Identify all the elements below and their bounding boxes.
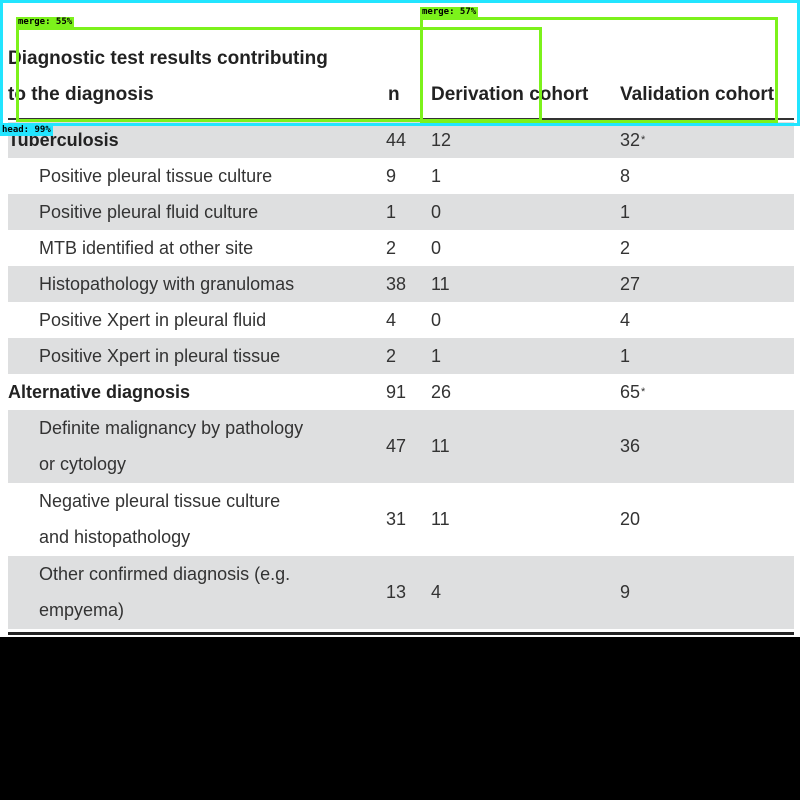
row-n: 44 <box>386 129 407 150</box>
row-label: Other confirmed diagnosis (e.g. empyema) <box>39 564 291 620</box>
row-n: 2 <box>386 237 397 258</box>
row-n: 4 <box>386 309 397 330</box>
table-row: Definite malignancy by pathology or cytol… <box>8 410 794 483</box>
merge-label-2: merge: 57% <box>420 7 479 18</box>
row-label: MTB identified at other site <box>39 237 254 258</box>
row-label: Histopathology with granulomas <box>39 273 295 294</box>
row-derivation: 12 <box>431 129 452 150</box>
row-label: Positive Xpert in pleural tissue <box>39 345 281 366</box>
row-n: 9 <box>386 165 397 186</box>
table-row: Alternative diagnosis 91 26 65 * <box>8 374 794 410</box>
row-validation: 32 * <box>620 129 646 150</box>
row-n: 47 <box>386 436 407 456</box>
row-validation: 20 <box>620 509 641 529</box>
row-label: Positive pleural fluid culture <box>39 201 259 222</box>
table-row: Positive pleural tissue culture 9 1 8 <box>8 158 794 194</box>
table-row: Positive Xpert in pleural fluid 4 0 4 <box>8 302 794 338</box>
row-derivation: 4 <box>431 582 442 602</box>
row-n: 2 <box>386 345 397 366</box>
row-label: Positive pleural tissue culture <box>39 165 273 186</box>
footnote-mark: * <box>641 386 646 398</box>
header-label-line2: to the diagnosis <box>8 84 154 105</box>
row-n: 31 <box>386 509 407 529</box>
row-label: Tuberculosis <box>8 129 119 150</box>
row-validation: 4 <box>620 309 631 330</box>
row-derivation: 0 <box>431 309 442 330</box>
row-label: Alternative diagnosis <box>8 381 191 402</box>
blank-region <box>0 637 800 800</box>
row-validation: 1 <box>620 345 631 366</box>
table-row: Tuberculosis 44 12 32 * <box>8 122 794 158</box>
results-table: Diagnostic test results contributing to … <box>8 0 794 629</box>
footnote-mark: * <box>641 134 646 146</box>
table-header: Diagnostic test results contributing to … <box>8 0 794 122</box>
header-n: n <box>388 84 400 105</box>
header-derivation: Derivation cohort <box>431 84 589 105</box>
row-validation: 27 <box>620 273 641 294</box>
row-label: Positive Xpert in pleural fluid <box>39 309 267 330</box>
row-label: Negative pleural tissue culture and histo… <box>39 491 281 547</box>
row-n: 38 <box>386 273 407 294</box>
row-derivation: 11 <box>431 436 450 456</box>
merge-label-1: merge: 55% <box>16 17 75 28</box>
table-row: Positive Xpert in pleural tissue 2 1 1 <box>8 338 794 374</box>
row-validation: 36 <box>620 436 641 456</box>
row-derivation: 26 <box>431 381 452 402</box>
row-validation: 65 * <box>620 381 646 402</box>
row-derivation: 0 <box>431 237 442 258</box>
table-row: Other confirmed diagnosis (e.g. empyema) … <box>8 556 794 629</box>
row-validation: 2 <box>620 237 631 258</box>
table-row: Negative pleural tissue culture and histo… <box>8 483 794 556</box>
row-n: 1 <box>386 201 397 222</box>
table-row: MTB identified at other site 2 0 2 <box>8 230 794 266</box>
table-bottom-rule <box>8 632 794 635</box>
row-derivation: 11 <box>431 273 450 294</box>
row-derivation: 1 <box>431 345 442 366</box>
row-label: Definite malignancy by pathology or cytol… <box>39 418 304 474</box>
row-n: 91 <box>386 381 407 402</box>
row-derivation: 0 <box>431 201 442 222</box>
row-derivation: 1 <box>431 165 442 186</box>
table-row: Histopathology with granulomas 38 11 27 <box>8 266 794 302</box>
row-validation: 9 <box>620 582 631 602</box>
table-row: Positive pleural fluid culture 1 0 1 <box>8 194 794 230</box>
row-validation: 8 <box>620 165 631 186</box>
header-rule <box>8 118 794 120</box>
header-validation: Validation cohort <box>620 84 775 105</box>
row-derivation: 11 <box>431 509 450 529</box>
header-label-line1: Diagnostic test results contributing <box>8 48 328 69</box>
row-validation: 1 <box>620 201 631 222</box>
row-n: 13 <box>386 582 407 602</box>
head-label: head: 99% <box>0 125 53 136</box>
